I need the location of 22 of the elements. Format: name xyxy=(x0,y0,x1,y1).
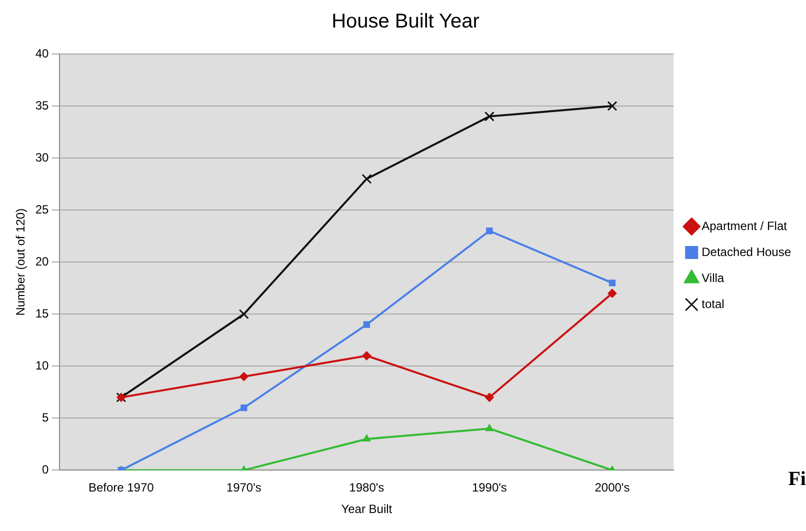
x-tick-label: 1990's xyxy=(472,480,507,495)
x-tick-label: 1980's xyxy=(349,480,384,495)
y-tick-label: 25 xyxy=(35,202,50,216)
y-tick-label: 40 xyxy=(35,46,50,60)
x-tick-label: 1970's xyxy=(226,480,262,495)
legend-label: Detached House xyxy=(702,244,792,259)
y-tick-label: 5 xyxy=(42,410,50,424)
x-axis-title: Year Built xyxy=(341,502,393,516)
y-tick-label: 20 xyxy=(35,254,50,268)
y-tick-label: 35 xyxy=(35,98,50,112)
x-tick-label: Before 1970 xyxy=(88,480,154,495)
text: Fi xyxy=(788,468,806,491)
legend-label: total xyxy=(702,296,724,311)
y-tick-label: 10 xyxy=(35,358,50,372)
y-tick-label: 0 xyxy=(42,462,50,477)
legend-label: Apartment / Flat xyxy=(702,218,788,233)
y-axis-title: Number (out of 120) xyxy=(14,208,28,316)
y-tick-label: 15 xyxy=(35,306,50,320)
y-tick-label: 30 xyxy=(35,150,50,164)
x-tick-label: 2000's xyxy=(594,480,630,495)
chart-title: House Built Year xyxy=(332,10,480,33)
legend-label: Villa xyxy=(702,270,724,285)
